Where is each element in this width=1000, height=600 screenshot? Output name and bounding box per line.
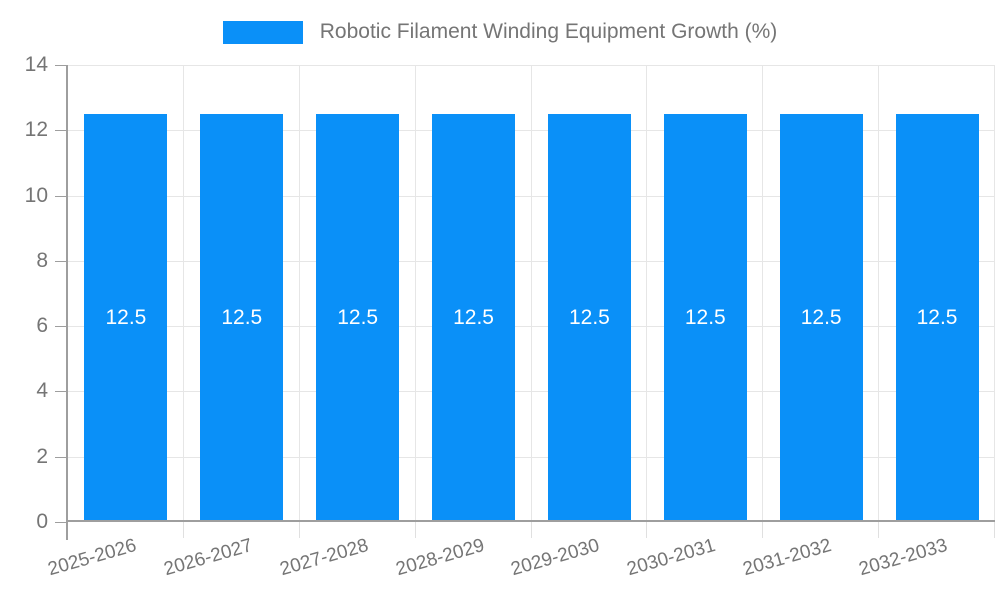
legend-label: Robotic Filament Winding Equipment Growt… [319, 20, 778, 43]
x-gridline [994, 65, 995, 522]
x-axis-tick-label: 2032-2033 [856, 535, 950, 581]
y-axis-tick-label: 12 [24, 118, 48, 142]
x-axis-tick-label: 2031-2032 [740, 535, 834, 581]
y-tick-mark [55, 260, 68, 262]
y-tick-mark [55, 391, 68, 393]
bar-value-label: 12.5 [568, 305, 610, 329]
bar-value-label: 12.5 [800, 305, 842, 329]
x-axis-tick-label: 2030-2031 [624, 535, 719, 581]
bar [84, 113, 168, 522]
x-axis-tick-label: 2027-2028 [277, 535, 371, 581]
x-gridline [414, 65, 416, 522]
y-axis-tick-label: 2 [36, 444, 48, 468]
x-tick-mark [298, 522, 300, 538]
x-gridline [646, 65, 648, 522]
chart-legend: Robotic Filament Winding Equipment Growt… [0, 20, 1000, 44]
y-gridline [68, 456, 995, 458]
y-axis-tick-label: 10 [24, 183, 48, 207]
y-axis-tick-label: 0 [36, 510, 48, 533]
y-axis-tick-label: 4 [36, 379, 48, 403]
x-gridline [298, 65, 300, 522]
bar-value-label: 12.5 [916, 305, 958, 329]
x-tick-mark [530, 522, 532, 538]
y-tick-mark [55, 65, 68, 66]
y-gridline [68, 260, 995, 262]
x-tick-mark [182, 522, 184, 538]
y-gridline [68, 195, 995, 197]
y-tick-mark [55, 456, 68, 458]
x-axis-tick-label: 2026-2027 [161, 535, 255, 581]
y-tick-mark [55, 195, 68, 197]
y-axis-line [66, 65, 68, 540]
x-axis-tick-label: 2025-2026 [45, 535, 139, 581]
x-tick-mark [878, 522, 880, 538]
bar-value-label: 12.5 [105, 305, 147, 329]
x-axis-tick-label: 2029-2030 [509, 535, 603, 581]
x-tick-mark [762, 522, 764, 538]
bar-value-label: 12.5 [337, 305, 379, 329]
legend-swatch [222, 20, 303, 44]
y-gridline [68, 391, 995, 393]
bar [895, 113, 979, 522]
bar-value-label: 12.5 [684, 305, 726, 329]
y-axis-tick-label: 14 [24, 53, 48, 76]
bar [316, 113, 400, 522]
bar [547, 113, 631, 522]
y-gridline [68, 326, 995, 328]
bar-value-label: 12.5 [221, 305, 263, 329]
y-axis-tick-label: 6 [36, 314, 48, 338]
y-tick-mark [55, 130, 68, 132]
x-gridline [182, 65, 184, 522]
x-gridline [762, 65, 764, 522]
x-axis-tick-label: 2028-2029 [393, 535, 487, 581]
bar-value-label: 12.5 [453, 305, 494, 329]
y-tick-mark [55, 326, 68, 328]
y-gridline [68, 130, 995, 132]
bar [663, 113, 747, 522]
bar [432, 113, 516, 522]
y-tick-mark [55, 522, 68, 523]
x-axis-line [66, 520, 995, 522]
plot-area: 0 2 4 6 8 10 12 14 12.5 2025-2026 12.5 2026-2027 12.… [25, 53, 995, 580]
y-gridline [68, 65, 995, 66]
bar [779, 113, 863, 522]
x-tick-mark [994, 522, 995, 538]
x-gridline [530, 65, 532, 522]
x-gridline [878, 65, 880, 522]
y-axis-tick-label: 8 [36, 248, 48, 272]
x-tick-mark [414, 522, 416, 538]
x-tick-mark [646, 522, 648, 538]
bar [200, 113, 284, 522]
